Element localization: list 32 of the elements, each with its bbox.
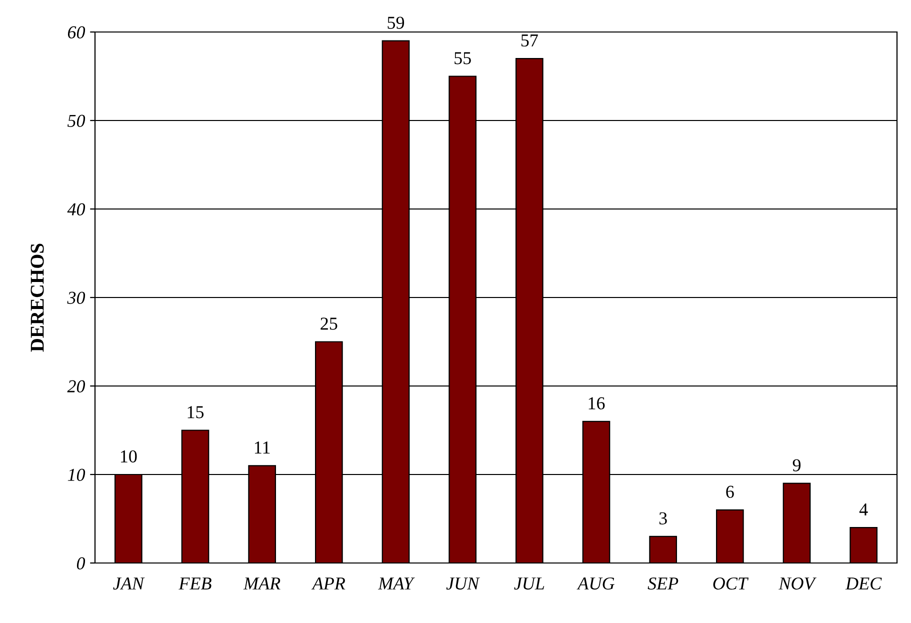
data-label: 4: [859, 504, 868, 516]
data-label: 25: [320, 318, 338, 330]
data-label: 10: [120, 450, 137, 462]
y-tick-label: 30: [67, 292, 86, 304]
data-label: 59: [388, 16, 404, 29]
x-tick-label: SEP: [648, 577, 678, 590]
y-tick-label: 10: [68, 468, 86, 481]
x-tick-label: MAY: [378, 578, 415, 590]
data-label: 6: [726, 486, 734, 498]
data-label: 15: [188, 406, 204, 418]
data-label: 11: [254, 442, 270, 454]
data-label: 57: [521, 34, 538, 47]
data-label: 55: [454, 52, 471, 64]
data-label: 3: [659, 512, 667, 524]
y-tick-label: 0: [76, 557, 86, 570]
x-tick-label: MAR: [243, 578, 280, 590]
x-tick-label: JUL: [514, 578, 544, 590]
x-tick-label: OCT: [713, 577, 749, 590]
y-tick-label: 20: [67, 380, 86, 392]
data-label: 16: [588, 397, 605, 410]
x-tick-label: JUN: [446, 578, 480, 590]
x-tick-label: NOV: [778, 577, 817, 590]
x-tick-label: DEC: [845, 577, 882, 590]
x-tick-label: APR: [311, 578, 346, 590]
x-tick-label: FEB: [178, 578, 212, 590]
y-tick-label: 60: [68, 26, 86, 38]
x-tick-label: AUG: [576, 577, 614, 590]
x-tick-label: JAN: [113, 578, 145, 590]
y-axis-title: DERECHOS: [30, 244, 44, 352]
y-tick-label: 40: [67, 203, 86, 216]
data-label: 9: [792, 459, 801, 472]
y-tick-label: 50: [68, 114, 86, 127]
